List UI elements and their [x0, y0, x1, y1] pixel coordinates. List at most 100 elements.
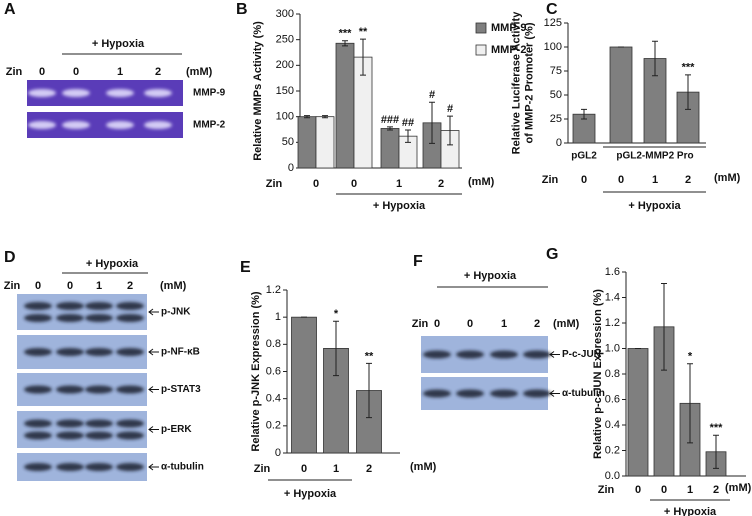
- bar: [315, 116, 335, 169]
- lane-label: 0: [39, 66, 45, 78]
- lane-label: 0: [67, 280, 73, 292]
- y-axis-label: Relative Luciferase Activity: [510, 11, 522, 155]
- legend-label: MMP-2: [491, 44, 526, 56]
- error-bar: [366, 362, 372, 419]
- error-bar: [342, 40, 348, 47]
- y-tick-label: 0.2: [605, 444, 620, 456]
- y-axis-label: Relative p-c-JUN Expression (%): [592, 289, 604, 459]
- error-bar: [333, 320, 339, 377]
- error-bar: [447, 115, 453, 146]
- blot-band: [85, 348, 113, 356]
- error-bar: [429, 101, 435, 144]
- y-tick-label: 0.6: [266, 365, 281, 377]
- treatment-label: + Hypoxia: [464, 270, 517, 282]
- row-label: Zin: [4, 280, 21, 292]
- y-tick-label: 1.2: [266, 284, 281, 296]
- x-tick-label: 0: [581, 174, 587, 186]
- blot-band: [456, 389, 484, 398]
- lane-label: 2: [534, 318, 540, 330]
- legend-label: MMP-9: [491, 22, 526, 34]
- blot-band: [523, 350, 551, 359]
- blot-band: [456, 350, 484, 359]
- x-tick-label: 1: [652, 174, 658, 186]
- row-label: Zin: [254, 463, 271, 475]
- panel-label: F: [413, 253, 423, 270]
- unit-label: (mM): [410, 461, 437, 473]
- blot-band: [85, 463, 113, 471]
- y-tick-label: 125: [544, 17, 562, 29]
- panel-label: G: [546, 246, 558, 263]
- unit-label: (mM): [714, 172, 741, 184]
- row-label: Zin: [412, 318, 429, 330]
- x-tick-label: 1: [687, 484, 693, 496]
- lane-label: 1: [501, 318, 507, 330]
- unit-label: (mM): [468, 176, 495, 188]
- y-tick-label: 0.6: [605, 393, 620, 405]
- blot-band: [490, 389, 518, 398]
- error-bar: [687, 363, 693, 444]
- band-label: MMP-2: [193, 120, 226, 131]
- y-tick-label: 1.4: [605, 291, 620, 303]
- blot-band: [24, 463, 52, 471]
- significance: ***: [682, 62, 696, 74]
- panel-label: D: [4, 249, 16, 266]
- y-tick-label: 100: [276, 111, 294, 123]
- blot-band: [28, 121, 56, 129]
- y-tick-label: 250: [276, 34, 294, 46]
- y-tick-label: 1.6: [605, 266, 620, 278]
- x-tick-label: 2: [685, 174, 691, 186]
- y-axis-label: Relative MMPs Activity (%): [252, 21, 264, 161]
- band-label: α-tubulin: [161, 462, 204, 473]
- vector-label: pGL2-MMP2 Pro: [616, 151, 693, 162]
- blot-band: [24, 431, 52, 440]
- lane-label: 0: [467, 318, 473, 330]
- blot-band: [106, 89, 134, 97]
- blot-band: [423, 350, 451, 359]
- x-tick-label: 2: [438, 178, 444, 190]
- x-tick-label: 0: [301, 463, 307, 475]
- blot-band: [116, 302, 144, 310]
- blot-band: [423, 389, 451, 398]
- bar: [609, 46, 633, 144]
- treatment-label: + Hypoxia: [86, 258, 139, 270]
- lane-label: 1: [96, 280, 102, 292]
- bar: [627, 348, 649, 477]
- blot-strip: [17, 294, 147, 330]
- error-bar: [405, 129, 411, 143]
- y-tick-label: 0.8: [266, 338, 281, 350]
- blot-band: [85, 419, 113, 428]
- lane-label: 0: [35, 280, 41, 292]
- x-tick-label: 0: [618, 174, 624, 186]
- error-bar: [713, 434, 719, 469]
- band-arrow: [148, 308, 159, 316]
- bar: [291, 316, 317, 454]
- significance: *: [334, 308, 339, 320]
- y-tick-label: 0.0: [605, 470, 620, 482]
- blot-band: [116, 314, 144, 322]
- x-tick-label: 1: [333, 463, 339, 475]
- band-arrow: [549, 390, 560, 397]
- blot-band: [523, 389, 551, 398]
- band-arrow: [549, 351, 560, 358]
- y-tick-label: 1.2: [605, 317, 620, 329]
- blot-band: [56, 314, 84, 322]
- significance: *: [688, 351, 693, 363]
- significance: #: [447, 103, 453, 115]
- y-tick-label: 1.0: [605, 342, 620, 354]
- treatment-label: + Hypoxia: [373, 200, 426, 212]
- band-label: p-NF-κB: [161, 347, 200, 358]
- y-axis-label: Relative p-JNK Expression (%): [250, 291, 262, 451]
- blot-band: [116, 385, 144, 394]
- error-bar: [685, 74, 691, 110]
- significance: **: [365, 350, 374, 362]
- blot-band: [56, 419, 84, 428]
- lane-label: 1: [117, 66, 123, 78]
- blot-band: [116, 348, 144, 356]
- blot-band: [56, 302, 84, 310]
- blot-band: [85, 385, 113, 394]
- y-tick-label: 0.4: [605, 419, 620, 431]
- y-tick-label: 100: [544, 41, 562, 53]
- bar: [380, 128, 400, 169]
- legend-swatch: [475, 22, 487, 34]
- treatment-label: + Hypoxia: [284, 488, 337, 500]
